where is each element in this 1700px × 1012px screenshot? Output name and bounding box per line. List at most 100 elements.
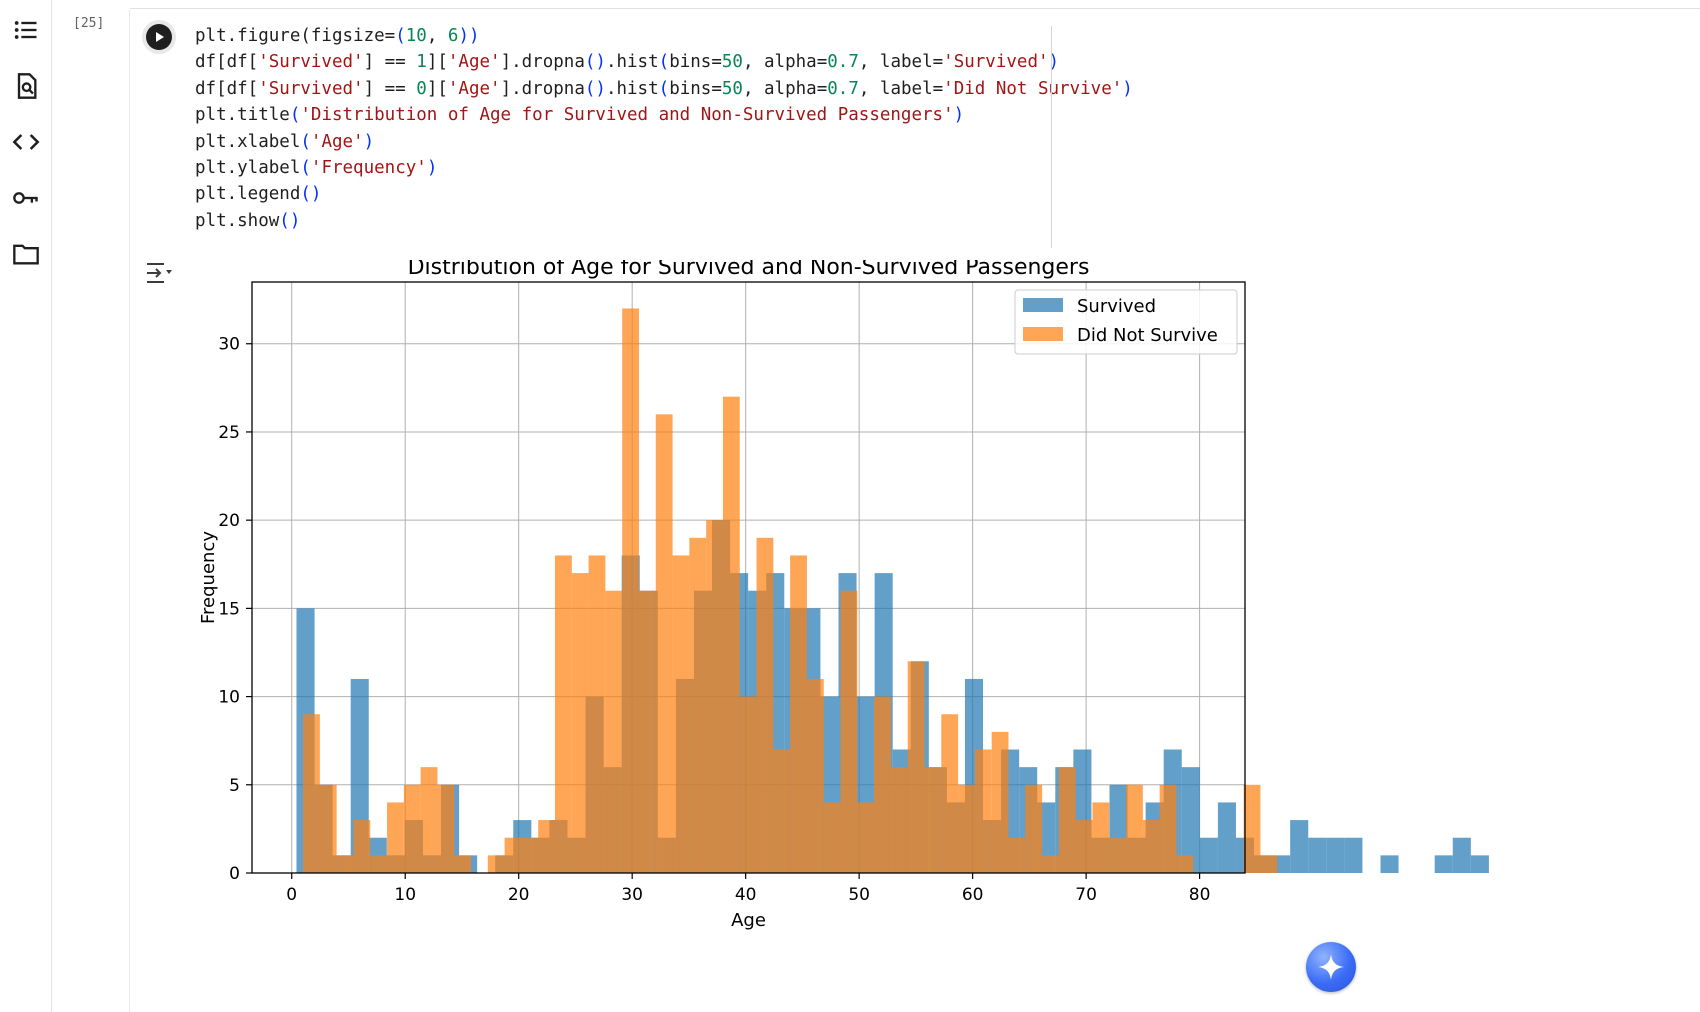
did-not-survive-bar [840,590,858,873]
y-tick-label: 25 [218,423,240,443]
did-not-survive-bar [387,802,404,873]
code-token: plt.figure(figsize= [195,26,396,46]
code-token: 0.7 [827,78,859,99]
did-not-survive-bar [1025,784,1043,873]
code-token: df[df[ [195,52,259,73]
did-not-survive-bar [622,308,639,874]
code-token: bins= [669,78,722,99]
run-cell-button[interactable] [142,20,176,54]
legend-box [1014,289,1238,355]
x-tick-label: 80 [1189,885,1211,905]
code-token: )) [458,26,480,46]
left-sidebar [0,0,52,1012]
y-tick-label: 20 [218,511,240,531]
code-token: ) [1048,52,1060,73]
y-tick-label: 10 [218,688,240,708]
code-token: () [279,210,301,231]
y-tick-label: 30 [218,335,240,355]
code-line: plt.legend() [195,181,1133,207]
code-token: ) [953,105,965,126]
did-not-survive-bar [739,696,757,873]
code-snippets-icon[interactable] [10,126,42,158]
y-axis-label: Frequency [198,531,219,624]
code-line: plt.figure(figsize=(10, 6)) [195,23,1133,49]
series-did-not-survive [303,308,1278,874]
code-token: 50 [721,52,743,73]
did-not-survive-bar [806,678,824,873]
code-token: , label= [858,52,944,73]
legend-swatch [1023,327,1063,341]
did-not-survive-bar [655,414,673,873]
x-tick-label: 40 [735,885,757,905]
gemini-assistant-button[interactable] [1306,942,1356,992]
cell-gutter-divider [129,10,130,1012]
secrets-key-icon[interactable] [10,182,42,214]
sparkle-icon [1318,954,1344,980]
did-not-survive-bar [538,820,556,873]
code-token: 10 [405,26,427,46]
play-icon [146,24,172,50]
did-not-survive-bar [336,855,354,873]
did-not-survive-bar [370,855,388,873]
survived-bar [1380,855,1399,873]
did-not-survive-bar [1058,767,1076,873]
code-token: ] == [363,52,417,73]
legend-swatch [1023,298,1063,312]
survived-bar [1452,837,1471,873]
files-folder-icon[interactable] [10,238,42,270]
code-token: 'Survived' [258,52,364,73]
code-token: ] == [363,78,417,99]
x-tick-label: 60 [962,885,984,905]
code-line: plt.xlabel('Age') [195,129,1133,155]
legend-label: Did Not Survive [1077,325,1218,346]
code-token: plt.xlabel [195,131,301,152]
did-not-survive-bar [857,802,875,873]
code-token: , [426,26,448,46]
did-not-survive-bar [1126,784,1143,873]
code-token: 'Distribution of Age for Survived and No… [300,105,954,126]
code-token: 'Survived' [258,78,364,99]
x-tick-label: 50 [848,885,870,905]
code-editor[interactable]: plt.figure(figsize=(10, 6)) df[df['Surviv… [195,23,1133,234]
code-token: ].dropna [500,52,585,73]
output-toggle-icon[interactable] [142,258,176,288]
code-token: 'Age' [310,131,364,152]
code-token: plt.show [195,210,280,231]
find-icon[interactable] [10,70,42,102]
did-not-survive-bar [319,784,337,873]
did-not-survive-bar [420,767,438,873]
code-token: 'Age' [447,52,501,73]
code-token: () [584,78,606,99]
code-token: 1 [416,52,427,73]
did-not-survive-bar [1159,784,1177,873]
table-of-contents-icon[interactable] [10,14,42,46]
did-not-survive-bar [722,396,740,873]
code-token: () [300,184,322,205]
did-not-survive-bar [790,555,807,873]
survived-bar [1290,820,1309,873]
did-not-survive-bar [941,714,959,873]
survived-bar [1434,855,1453,873]
x-tick-label: 30 [621,885,643,905]
did-not-survive-bar [924,767,942,873]
did-not-survive-bar [974,749,992,873]
did-not-survive-bar [487,855,505,873]
did-not-survive-bar [1243,784,1261,873]
did-not-survive-bar [437,784,455,873]
code-cell[interactable] [130,8,1700,249]
code-token: 0.7 [827,52,859,73]
did-not-survive-bar [958,784,975,873]
code-line: df[df['Survived'] == 1]['Age'].dropna().… [195,49,1133,75]
y-tick-label: 15 [218,599,240,619]
code-token: , alpha= [742,52,828,73]
code-token: , alpha= [742,78,828,99]
survived-bar [1344,837,1363,873]
y-tick-label: 0 [229,864,240,884]
did-not-survive-bar [773,749,791,873]
did-not-survive-bar [890,767,908,873]
did-not-survive-bar [1075,820,1093,873]
code-token: df[df[ [195,78,259,99]
did-not-survive-bar [1092,802,1110,873]
code-token: ) [363,131,375,152]
did-not-survive-bar [454,855,472,873]
